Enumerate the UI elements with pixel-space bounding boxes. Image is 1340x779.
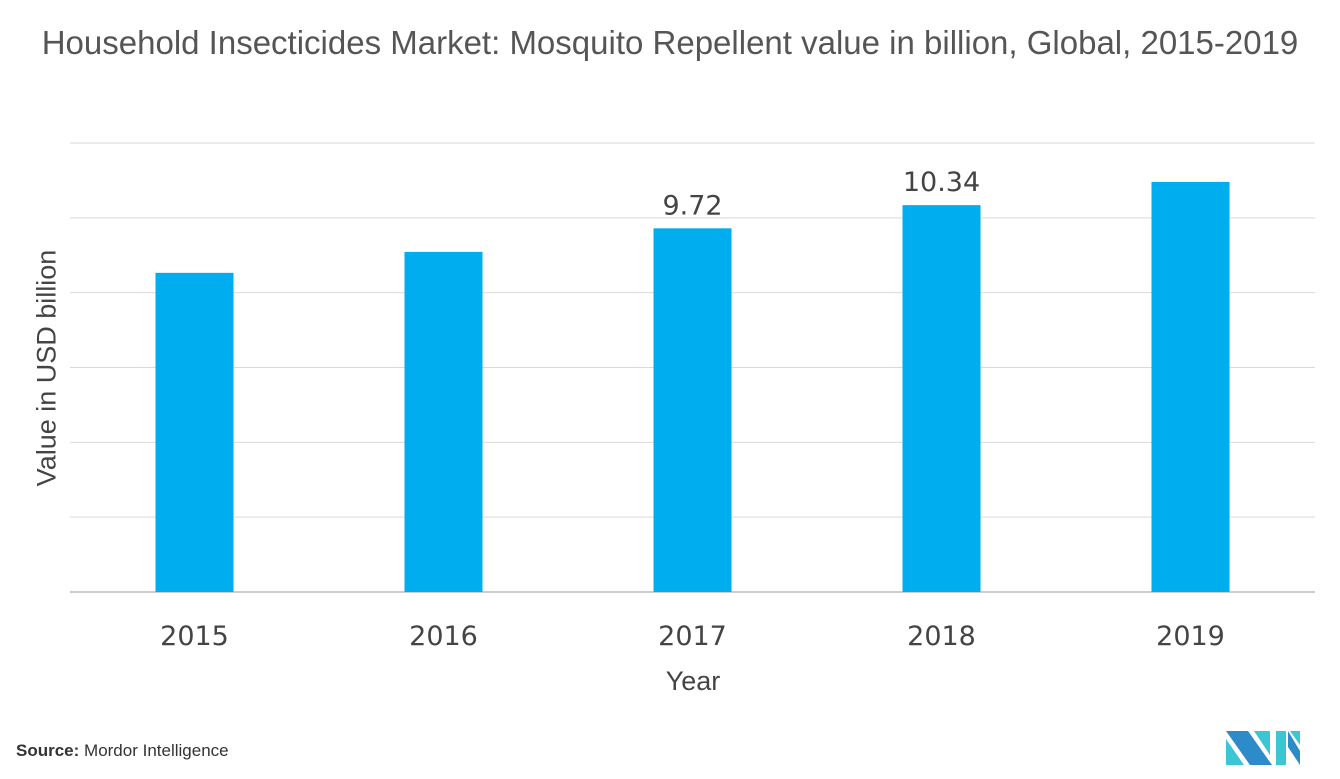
data-label: 9.72	[662, 190, 722, 221]
logo-shape-3	[1254, 731, 1270, 755]
y-axis-label: Value in USD billion	[31, 249, 62, 487]
logo-shape-4	[1276, 731, 1286, 765]
source-note: Source: Mordor Intelligence	[16, 741, 229, 761]
chart-title: Household Insecticides Market: Mosquito …	[41, 24, 1299, 61]
logo-shape-6	[1290, 731, 1300, 745]
x-tick-label: 2018	[907, 621, 976, 652]
x-tick-label: 2017	[658, 621, 727, 652]
data-label: 10.34	[903, 167, 980, 198]
bar-2018	[902, 205, 981, 592]
x-tick-label: 2016	[409, 621, 478, 652]
logo-shape-1	[1226, 731, 1272, 765]
logo-shape-2	[1226, 739, 1244, 765]
x-tick-label: 2019	[1156, 621, 1225, 652]
bar-2017	[653, 228, 732, 592]
mordor-logo	[1226, 731, 1300, 765]
bar-2016	[404, 251, 483, 592]
source-label: Source:	[16, 741, 80, 760]
logo-shape-5	[1288, 731, 1300, 765]
source-text: Mordor Intelligence	[84, 741, 229, 760]
bar-2015	[155, 272, 234, 592]
x-axis-label: Year	[665, 666, 721, 696]
bar-2019	[1151, 181, 1230, 592]
x-tick-label: 2015	[160, 621, 229, 652]
